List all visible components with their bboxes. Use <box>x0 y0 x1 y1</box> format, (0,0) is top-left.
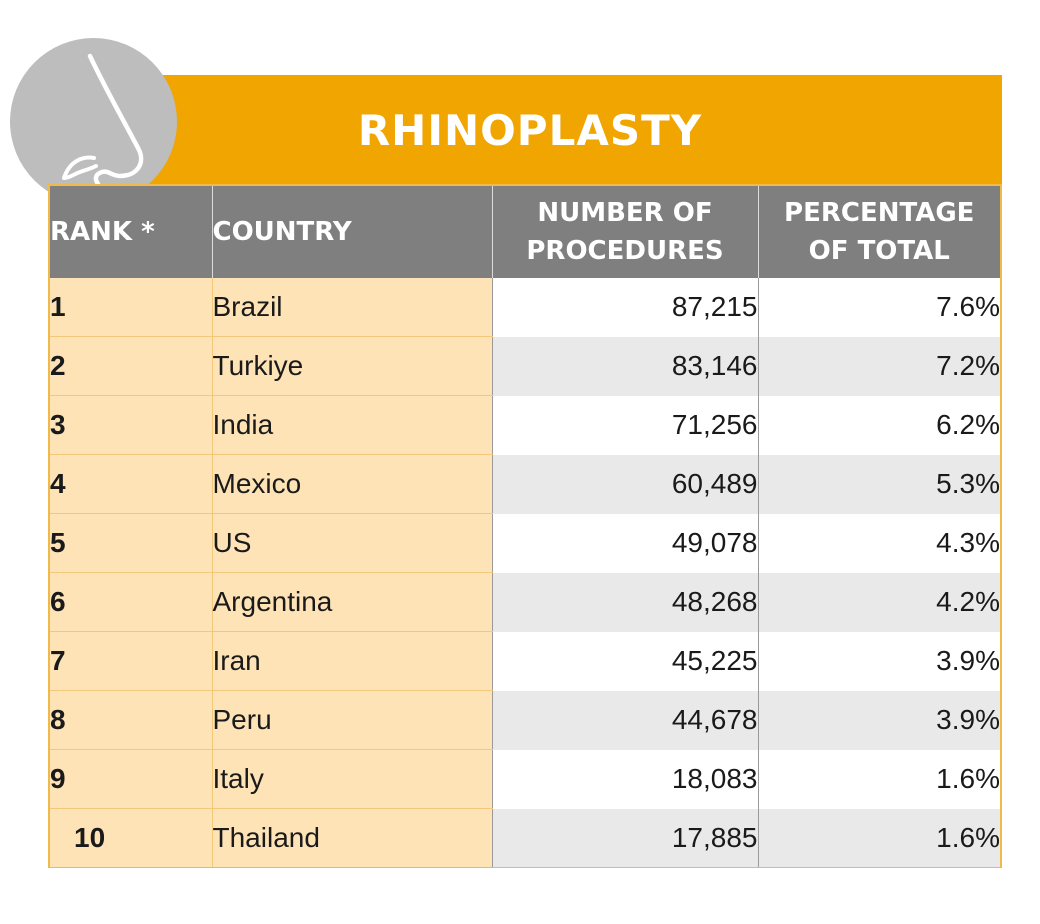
rank-cell: 10 <box>50 808 213 867</box>
procedures-cell: 18,083 <box>492 749 759 809</box>
nostril-outline <box>62 155 98 180</box>
rank-cell: 7 <box>50 631 213 691</box>
country-cell: India <box>212 395 493 455</box>
table-row: 4 Mexico 60,489 5.3% <box>50 454 1000 514</box>
header-percentage: PERCENTAGE OF TOTAL <box>758 186 1000 278</box>
procedures-cell: 17,885 <box>492 808 759 867</box>
header-percentage-line2: OF TOTAL <box>808 236 950 266</box>
country-cell: Mexico <box>212 454 493 514</box>
country-cell: US <box>212 513 493 573</box>
procedures-cell: 48,268 <box>492 572 759 632</box>
header-country: COUNTRY <box>212 186 493 278</box>
page-title: RHINOPLASTY <box>357 106 703 155</box>
header-procedures-line2: PROCEDURES <box>526 236 724 266</box>
procedures-cell: 49,078 <box>492 513 759 573</box>
procedures-cell: 45,225 <box>492 631 759 691</box>
country-cell: Iran <box>212 631 493 691</box>
rank-cell: 8 <box>50 690 213 750</box>
procedures-cell: 60,489 <box>492 454 759 514</box>
table-row: 10 Thailand 17,885 1.6% <box>50 808 1000 867</box>
table-header-row: RANK * COUNTRY NUMBER OF PROCEDURES PERC… <box>50 186 1000 278</box>
rank-cell: 3 <box>50 395 213 455</box>
badge-circle <box>10 38 177 205</box>
title-bar <box>130 75 1002 184</box>
table-row: 6 Argentina 48,268 4.2% <box>50 572 1000 632</box>
percentage-cell: 1.6% <box>758 749 1000 809</box>
country-cell: Argentina <box>212 572 493 632</box>
rank-cell: 9 <box>50 749 213 809</box>
header-country-label: COUNTRY <box>212 217 352 247</box>
table-row: 8 Peru 44,678 3.9% <box>50 690 1000 750</box>
ranking-table: RANK * COUNTRY NUMBER OF PROCEDURES PERC… <box>50 186 1000 867</box>
table-row: 2 Turkiye 83,146 7.2% <box>50 336 1000 396</box>
country-cell: Turkiye <box>212 336 493 396</box>
rank-cell: 5 <box>50 513 213 573</box>
rank-cell: 2 <box>50 336 213 396</box>
header-percentage-line1: PERCENTAGE <box>784 198 975 228</box>
percentage-cell: 4.3% <box>758 513 1000 573</box>
country-cell: Thailand <box>212 808 493 867</box>
country-cell: Italy <box>212 749 493 809</box>
table-body: 1 Brazil 87,215 7.6% 2 Turkiye 83,146 7.… <box>50 278 1000 867</box>
percentage-cell: 1.6% <box>758 808 1000 867</box>
percentage-cell: 3.9% <box>758 690 1000 750</box>
table-row: 3 India 71,256 6.2% <box>50 395 1000 455</box>
header-procedures-line1: NUMBER OF <box>537 198 713 228</box>
table-row: 7 Iran 45,225 3.9% <box>50 631 1000 691</box>
header-procedures: NUMBER OF PROCEDURES <box>492 186 759 278</box>
table-row: 9 Italy 18,083 1.6% <box>50 749 1000 809</box>
nose-icon <box>10 38 177 205</box>
header-rank: RANK * <box>50 186 213 278</box>
header-rank-label: RANK * <box>50 217 155 247</box>
nose-outline <box>87 53 144 187</box>
rank-cell: 1 <box>50 278 213 337</box>
procedures-cell: 44,678 <box>492 690 759 750</box>
percentage-cell: 4.2% <box>758 572 1000 632</box>
table-row: 1 Brazil 87,215 7.6% <box>50 278 1000 337</box>
ranking-table-frame: RANK * COUNTRY NUMBER OF PROCEDURES PERC… <box>48 184 1002 868</box>
table-row: 5 US 49,078 4.3% <box>50 513 1000 573</box>
procedures-cell: 71,256 <box>492 395 759 455</box>
country-cell: Brazil <box>212 278 493 337</box>
percentage-cell: 7.2% <box>758 336 1000 396</box>
percentage-cell: 3.9% <box>758 631 1000 691</box>
percentage-cell: 5.3% <box>758 454 1000 514</box>
country-cell: Peru <box>212 690 493 750</box>
percentage-cell: 6.2% <box>758 395 1000 455</box>
rank-cell: 4 <box>50 454 213 514</box>
percentage-cell: 7.6% <box>758 278 1000 337</box>
procedures-cell: 87,215 <box>492 278 759 337</box>
procedures-cell: 83,146 <box>492 336 759 396</box>
rank-cell: 6 <box>50 572 213 632</box>
